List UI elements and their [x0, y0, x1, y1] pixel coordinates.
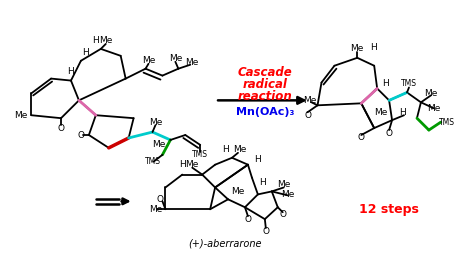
Text: Me: Me: [15, 111, 28, 120]
Text: Me: Me: [186, 58, 199, 67]
Text: Me: Me: [152, 140, 165, 149]
Text: Me: Me: [231, 187, 245, 196]
Text: H: H: [382, 79, 389, 88]
Text: Mn(OAc)₃: Mn(OAc)₃: [236, 107, 294, 117]
Text: Me: Me: [351, 44, 364, 53]
Text: TMS: TMS: [145, 157, 161, 166]
Text: (+)-aberrarone: (+)-aberrarone: [188, 239, 262, 249]
Text: H: H: [68, 67, 74, 76]
Text: Me: Me: [424, 89, 438, 98]
Text: O: O: [304, 111, 311, 120]
Text: H: H: [399, 108, 405, 117]
Text: O: O: [262, 227, 269, 235]
Text: Me: Me: [303, 96, 316, 105]
Text: Me: Me: [169, 54, 182, 63]
Text: O: O: [77, 131, 84, 140]
Text: Me: Me: [233, 145, 246, 154]
Text: H: H: [179, 160, 186, 169]
Text: TMS: TMS: [439, 118, 455, 127]
Text: Me: Me: [186, 160, 199, 169]
Text: H: H: [82, 48, 89, 57]
Text: TMS: TMS: [192, 150, 208, 159]
Text: Cascade: Cascade: [237, 66, 292, 79]
Text: O: O: [358, 134, 365, 143]
Text: O: O: [386, 128, 392, 137]
Text: H: H: [370, 43, 376, 52]
Text: H: H: [92, 37, 99, 46]
Text: reaction: reaction: [237, 90, 292, 103]
Text: Me: Me: [149, 205, 162, 214]
Text: Me: Me: [142, 56, 155, 65]
Text: O: O: [157, 195, 164, 204]
Text: O: O: [245, 215, 251, 224]
Text: H: H: [222, 145, 228, 154]
Text: radical: radical: [242, 78, 287, 91]
Text: 12 steps: 12 steps: [359, 203, 419, 216]
Text: Me: Me: [277, 180, 291, 189]
Text: TMS: TMS: [401, 79, 417, 88]
Text: Me: Me: [374, 108, 388, 117]
Text: O: O: [57, 124, 64, 133]
Text: H: H: [259, 178, 266, 187]
Text: Me: Me: [149, 118, 162, 127]
Text: Me: Me: [281, 190, 294, 199]
Text: Me: Me: [99, 37, 112, 46]
Text: O: O: [279, 210, 286, 219]
Text: H: H: [255, 155, 261, 164]
Text: Me: Me: [427, 104, 440, 113]
